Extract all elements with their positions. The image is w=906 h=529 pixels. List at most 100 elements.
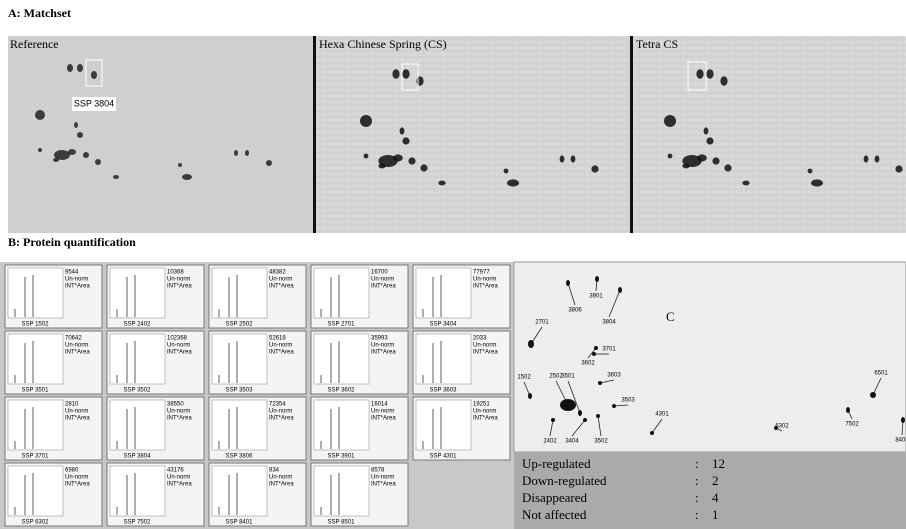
quant-unit: INT*Area — [473, 284, 498, 290]
quant-unit: INT*Area — [167, 284, 192, 290]
gel-spot — [77, 132, 83, 138]
gel-spot — [507, 179, 519, 186]
spot — [594, 346, 598, 350]
spot-label: 3602 — [581, 361, 595, 367]
quant-unit: Un-norm — [167, 343, 190, 349]
quant-label: SSP 3501 — [22, 388, 50, 394]
plot-frame — [416, 400, 471, 450]
quant-unit: Un-norm — [65, 277, 88, 283]
spot — [901, 417, 905, 423]
spot-label: 3501 — [561, 374, 575, 380]
plot-frame — [8, 268, 63, 318]
spot — [583, 418, 587, 422]
quant-unit: INT*Area — [371, 416, 396, 422]
quant-value: 6980 — [65, 468, 79, 474]
gel-spot — [53, 158, 59, 162]
spot — [598, 381, 602, 385]
quant-unit: Un-norm — [65, 343, 88, 349]
quant-unit: Un-norm — [269, 343, 292, 349]
spot — [595, 276, 599, 282]
spot-label: 1502 — [517, 375, 531, 381]
quant-unit: Un-norm — [269, 409, 292, 415]
gel-spot — [364, 154, 369, 159]
gel-spot — [706, 69, 713, 79]
spot — [566, 280, 570, 286]
gel-spot — [808, 169, 813, 174]
spot-label: 8401 — [895, 438, 906, 444]
spot — [618, 287, 622, 293]
panel-a-title: A: Matchset — [8, 6, 71, 20]
gel-label: Hexa Chinese Spring (CS) — [319, 37, 447, 51]
quant-value: 10368 — [167, 270, 184, 276]
gel-spot — [182, 174, 192, 180]
quant-unit: INT*Area — [65, 350, 90, 356]
plot-frame — [416, 334, 471, 384]
quant-label: SSP 7502 — [124, 520, 152, 526]
quant-unit: INT*Area — [65, 284, 90, 290]
quant-unit: Un-norm — [269, 277, 292, 283]
quant-unit: INT*Area — [473, 416, 498, 422]
gel-spot — [420, 164, 427, 171]
gel-spot — [811, 179, 823, 186]
plot-frame — [212, 400, 267, 450]
gel-spot — [245, 150, 249, 156]
summary-sep: : — [695, 490, 699, 505]
gel-spot — [393, 154, 403, 161]
summary-sep: : — [695, 507, 699, 522]
quant-label: SSP 3603 — [430, 388, 458, 394]
summary-label: Down-regulated — [522, 473, 607, 488]
spot-label: 2502 — [549, 374, 563, 380]
plot-frame — [212, 334, 267, 384]
plot-frame — [416, 268, 471, 318]
quant-value: 9544 — [65, 270, 79, 276]
quant-value: 38550 — [167, 402, 184, 408]
summary-label: Disappeared — [522, 490, 587, 505]
spot-label: 4301 — [655, 412, 669, 418]
gel-spot — [266, 160, 272, 166]
gel-spot — [77, 64, 83, 72]
quant-label: SSP 8501 — [328, 520, 356, 526]
gel-spot — [400, 127, 405, 134]
gel-label: Reference — [10, 37, 59, 51]
gel-spot — [864, 155, 869, 162]
divider — [630, 36, 633, 233]
quant-value: 70642 — [65, 336, 82, 342]
quant-unit: Un-norm — [371, 343, 394, 349]
gel-spot — [697, 154, 707, 161]
summary-count: 4 — [712, 490, 719, 505]
quant-unit: Un-norm — [473, 343, 496, 349]
quant-label: SSP 2502 — [226, 322, 254, 328]
quant-label: SSP 3701 — [22, 454, 50, 460]
gel-spot — [38, 148, 42, 152]
gel-spot — [504, 169, 509, 174]
spot — [612, 404, 616, 408]
gel-spot — [378, 164, 385, 169]
plot-frame — [110, 334, 165, 384]
quant-value: 16700 — [371, 270, 388, 276]
quant-value: 834 — [269, 468, 280, 474]
spot-label: 3806 — [568, 308, 582, 314]
spot-label: 3503 — [621, 398, 635, 404]
spot-label: 3901 — [589, 294, 603, 300]
summary-count: 12 — [712, 456, 725, 471]
spot-label: 3701 — [602, 347, 616, 353]
quant-unit: INT*Area — [269, 350, 294, 356]
spot — [578, 410, 582, 416]
quant-unit: INT*Area — [167, 482, 192, 488]
gel-spot — [178, 163, 182, 167]
gel-spot — [875, 155, 880, 162]
quant-value: 35993 — [371, 336, 388, 342]
gel-spot — [571, 155, 576, 162]
quant-value: 48382 — [269, 270, 286, 276]
gel-spot — [234, 150, 238, 156]
gel-spot — [668, 154, 673, 159]
gel-spot — [704, 127, 709, 134]
spot-label: 6302 — [775, 424, 789, 430]
quant-unit: INT*Area — [269, 482, 294, 488]
gel-spot — [720, 76, 727, 86]
gel-spot — [68, 149, 76, 155]
spot — [870, 392, 876, 398]
gel-spot — [402, 137, 409, 144]
summary-label: Up-regulated — [522, 456, 591, 471]
spot — [650, 431, 654, 435]
